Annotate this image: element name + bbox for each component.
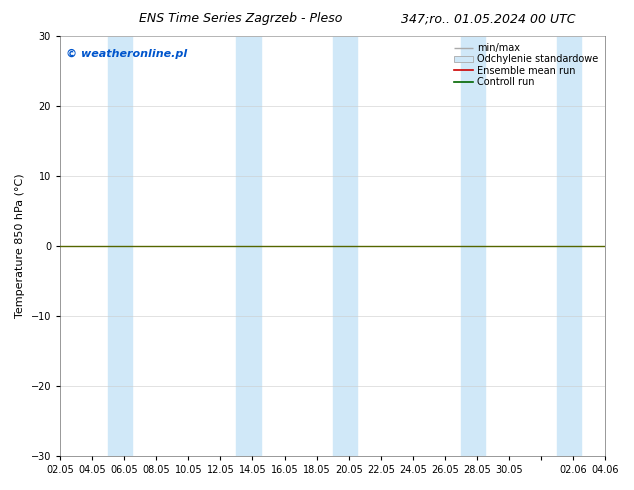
Legend: min/max, Odchylenie standardowe, Ensemble mean run, Controll run: min/max, Odchylenie standardowe, Ensembl… [452,41,600,89]
Y-axis label: Temperature 850 hPa (°C): Temperature 850 hPa (°C) [15,174,25,318]
Text: 347;ro.. 01.05.2024 00 UTC: 347;ro.. 01.05.2024 00 UTC [401,12,576,25]
Bar [557,36,581,456]
Bar [333,36,357,456]
Bar [108,36,133,456]
Text: © weatheronline.pl: © weatheronline.pl [65,49,187,59]
Bar [461,36,485,456]
Text: ENS Time Series Zagrzeb - Pleso: ENS Time Series Zagrzeb - Pleso [139,12,342,25]
Bar [236,36,261,456]
